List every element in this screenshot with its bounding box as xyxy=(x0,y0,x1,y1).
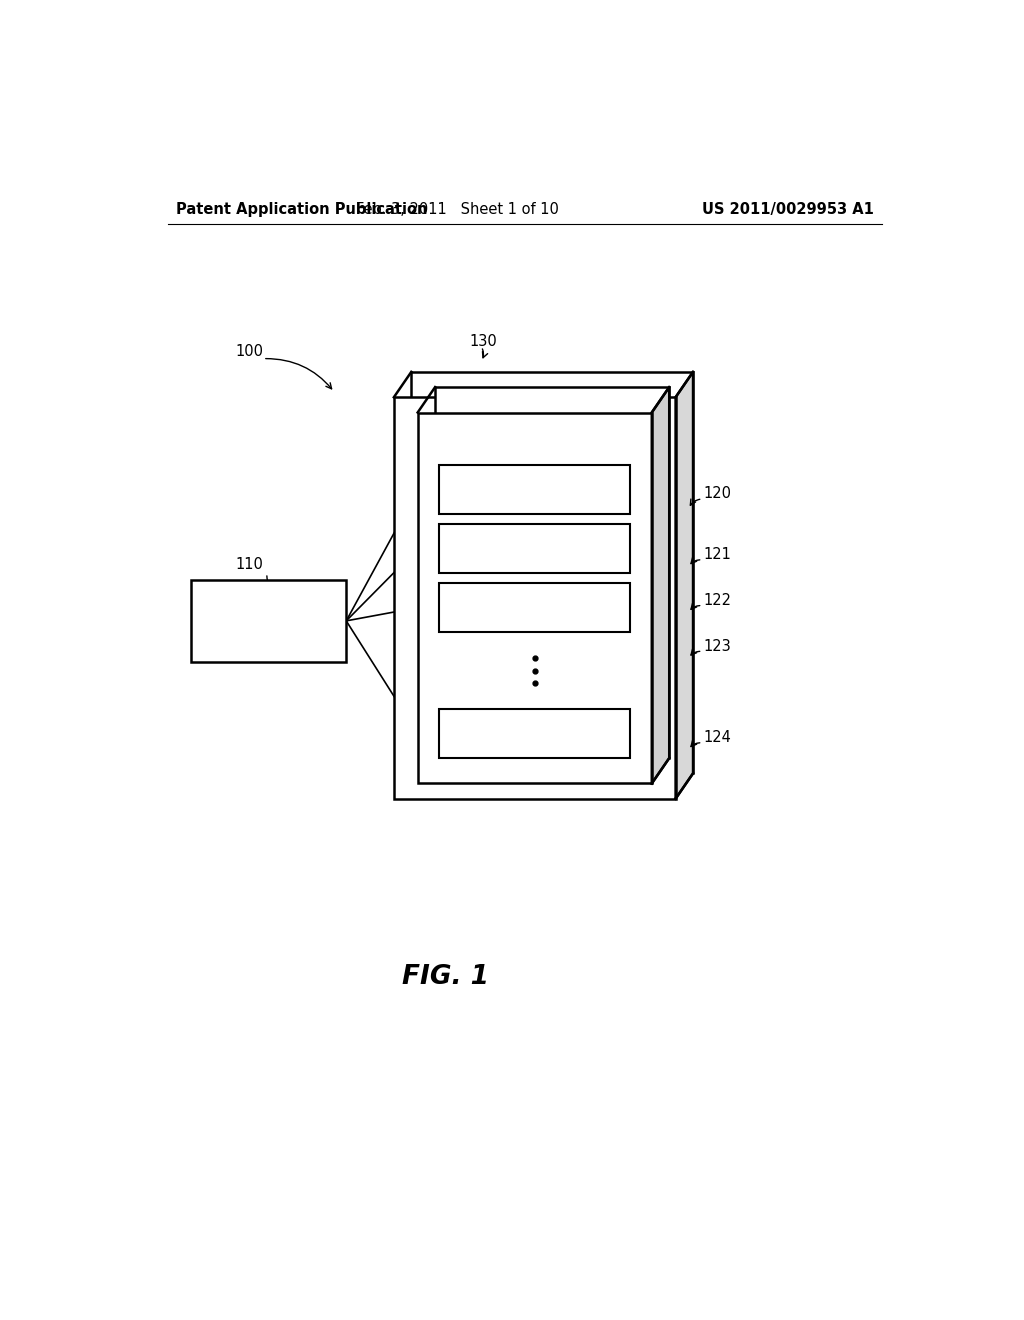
Text: SUBSET C: SUBSET C xyxy=(497,601,572,615)
Polygon shape xyxy=(651,387,670,784)
Text: SUBSET A: SUBSET A xyxy=(497,482,572,498)
Bar xyxy=(439,524,630,573)
Bar xyxy=(439,709,630,758)
Bar xyxy=(394,397,676,799)
Text: Full Application Image: Full Application Image xyxy=(435,417,635,436)
Bar xyxy=(412,372,693,774)
Bar xyxy=(435,387,670,758)
Text: 123: 123 xyxy=(703,639,731,653)
Bar xyxy=(439,466,630,515)
Text: 121: 121 xyxy=(703,548,731,562)
Bar xyxy=(191,581,346,661)
Text: 130: 130 xyxy=(469,334,497,348)
Text: 100: 100 xyxy=(236,345,263,359)
Text: Feb. 3, 2011   Sheet 1 of 10: Feb. 3, 2011 Sheet 1 of 10 xyxy=(356,202,559,216)
Text: Application: Application xyxy=(484,428,586,446)
Text: SUBSET B: SUBSET B xyxy=(497,541,572,556)
Bar xyxy=(439,583,630,632)
Text: Patent Application Publication: Patent Application Publication xyxy=(176,202,427,216)
Text: SUBSET X: SUBSET X xyxy=(497,726,572,742)
Polygon shape xyxy=(676,372,693,799)
Text: 122: 122 xyxy=(703,593,731,609)
Text: US 2011/0029953 A1: US 2011/0029953 A1 xyxy=(702,202,873,216)
Text: Debugging Tool: Debugging Tool xyxy=(194,611,344,631)
Text: 110: 110 xyxy=(236,557,263,573)
Bar xyxy=(418,413,651,784)
Text: FIG. 1: FIG. 1 xyxy=(402,964,488,990)
Text: 124: 124 xyxy=(703,730,731,746)
Text: 120: 120 xyxy=(703,486,731,502)
